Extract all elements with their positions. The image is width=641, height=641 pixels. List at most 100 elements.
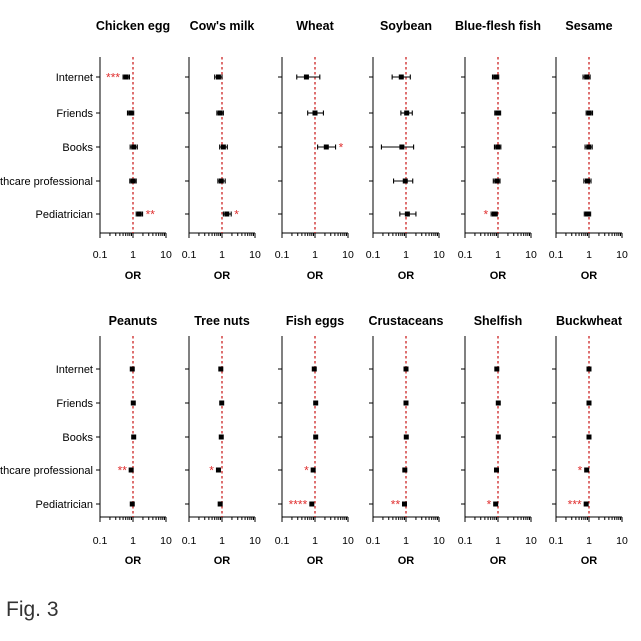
panel-peanuts-healthcare-professional-point — [128, 467, 134, 473]
panel-sesame-x-tick-label: 10 — [616, 249, 628, 261]
panel-fish-eggs-x-tick-label: 0.1 — [275, 535, 290, 547]
panel-buckwheat-x-tick-label: 1 — [586, 535, 592, 547]
category-label-healthcare-professional: Healthcare professional — [0, 176, 93, 188]
panel-shelfish-x-tick-label: 1 — [495, 535, 501, 547]
panel-shelfish-x-tick-label: 0.1 — [458, 535, 473, 547]
panel-soybean-healthcare-professional-point — [402, 178, 408, 184]
panel-sesame-x-tick-label: 1 — [586, 249, 592, 261]
panel-peanuts-friends-point — [130, 400, 136, 406]
panel-crustaceans-healthcare-professional-point — [402, 467, 408, 473]
panel-wheat-x-tick-label: 0.1 — [275, 249, 290, 261]
forest-plot-figure: Chicken egg 0.1 1 10 OR Internet Friends Books H… — [0, 19, 628, 567]
panel-tree-nuts-books-point — [218, 434, 224, 440]
panel-crustaceans-x-tick-label: 1 — [403, 535, 409, 547]
panel-tree-nuts-healthcare-professional-significance: * — [209, 464, 214, 478]
panel-crustaceans-books-point — [403, 434, 409, 440]
panel-chicken-egg-internet-significance: *** — [106, 71, 120, 85]
panel-buckwheat-x-tick-label: 10 — [616, 535, 628, 547]
panel-shelfish-friends-point — [495, 400, 501, 406]
panel-soybean-x-axis-label: OR — [398, 270, 415, 282]
panel-soybean-title: Soybean — [380, 19, 432, 33]
panel-wheat-x-axis-label: OR — [307, 270, 324, 282]
category-label-healthcare-professional: Healthcare professional — [0, 465, 93, 477]
panel-buckwheat-x-tick-label: 0.1 — [549, 535, 564, 547]
panel-cow-s-milk-x-tick-label: 10 — [249, 249, 261, 261]
panel-sesame-x-tick-label: 0.1 — [549, 249, 564, 261]
panel-chicken-egg-friends-point — [128, 110, 134, 116]
panel-blue-flesh-fish-x-tick-label: 0.1 — [458, 249, 473, 261]
panel-cow-s-milk-books-point — [220, 144, 226, 150]
panel-crustaceans-internet-point — [403, 366, 409, 372]
panel-blue-flesh-fish-pediatrician-significance: * — [483, 208, 488, 222]
panel-peanuts-x-tick-label: 10 — [160, 535, 172, 547]
panel-soybean-friends-point — [404, 110, 410, 116]
panel-soybean-x-tick-label: 1 — [403, 249, 409, 261]
panel-tree-nuts-x-tick-label: 0.1 — [182, 535, 197, 547]
panel-buckwheat-healthcare-professional-point — [584, 467, 590, 473]
panel-sesame-title: Sesame — [565, 19, 612, 33]
panel-chicken-egg-pediatrician-point — [136, 211, 142, 217]
panel-chicken-egg-x-axis-label: OR — [125, 270, 142, 282]
panel-cow-s-milk-internet-point — [215, 74, 221, 80]
panel-crustaceans-x-tick-label: 0.1 — [366, 535, 381, 547]
panel-tree-nuts-title: Tree nuts — [194, 314, 250, 328]
panel-wheat-internet-point — [303, 74, 309, 80]
category-label-pediatrician: Pediatrician — [36, 209, 93, 221]
panel-shelfish-healthcare-professional-point — [493, 467, 499, 473]
panel-buckwheat-x-axis-label: OR — [581, 555, 598, 567]
panel-blue-flesh-fish-pediatrician-point — [491, 211, 497, 217]
panel-soybean-pediatrician-point — [404, 211, 410, 217]
panel-peanuts-title: Peanuts — [109, 314, 158, 328]
panel-soybean-x-tick-label: 10 — [433, 249, 445, 261]
panel-chicken-egg-books-point — [131, 144, 137, 150]
panel-crustaceans-friends-point — [403, 400, 409, 406]
panel-peanuts-x-tick-label: 0.1 — [93, 535, 108, 547]
category-label-friends: Friends — [56, 108, 93, 120]
panel-crustaceans-pediatrician-point — [401, 501, 407, 507]
panel-fish-eggs-pediatrician-point — [309, 501, 315, 507]
panel-buckwheat-healthcare-professional-significance: * — [578, 464, 583, 478]
panel-sesame-healthcare-professional-point — [584, 178, 590, 184]
panel-sesame-books-point — [586, 144, 592, 150]
panel-sesame-pediatrician-point — [584, 211, 590, 217]
panel-buckwheat-title: Buckwheat — [556, 314, 623, 328]
panel-tree-nuts-x-tick-label: 1 — [219, 535, 225, 547]
panel-chicken-egg-healthcare-professional-point — [130, 178, 136, 184]
panel-fish-eggs-pediatrician-significance: **** — [289, 498, 308, 512]
panel-shelfish-books-point — [495, 434, 501, 440]
panel-blue-flesh-fish-friends-point — [495, 110, 501, 116]
panel-fish-eggs-healthcare-professional-point — [310, 467, 316, 473]
panel-chicken-egg-title: Chicken egg — [96, 19, 170, 33]
panel-peanuts-books-point — [131, 434, 137, 440]
panel-wheat-title: Wheat — [296, 19, 334, 33]
panel-cow-s-milk-x-tick-label: 1 — [219, 249, 225, 261]
panel-chicken-egg-pediatrician-significance: ** — [146, 208, 156, 222]
panel-wheat-books-significance: * — [339, 141, 344, 155]
panel-blue-flesh-fish-x-axis-label: OR — [490, 270, 507, 282]
panel-peanuts-healthcare-professional-significance: ** — [118, 464, 128, 478]
panel-blue-flesh-fish-books-point — [495, 144, 501, 150]
panel-cow-s-milk-title: Cow's milk — [190, 19, 255, 33]
panel-blue-flesh-fish-x-tick-label: 10 — [525, 249, 537, 261]
panel-wheat-friends-point — [312, 110, 318, 116]
panel-shelfish-x-tick-label: 10 — [525, 535, 537, 547]
panel-shelfish-internet-point — [494, 366, 500, 372]
panel-cow-s-milk-pediatrician-point — [224, 211, 230, 217]
panel-soybean-books-point — [399, 144, 405, 150]
category-label-pediatrician: Pediatrician — [36, 499, 93, 511]
panel-sesame-x-axis-label: OR — [581, 270, 598, 282]
panel-fish-eggs-internet-point — [311, 366, 317, 372]
panel-cow-s-milk-x-axis-label: OR — [214, 270, 231, 282]
panel-sesame-internet-point — [584, 74, 590, 80]
panel-fish-eggs-x-tick-label: 1 — [312, 535, 318, 547]
panel-buckwheat-pediatrician-point — [583, 501, 589, 507]
panel-tree-nuts-internet-point — [218, 366, 224, 372]
panel-fish-eggs-books-point — [313, 434, 319, 440]
panel-chicken-egg-x-tick-label: 10 — [160, 249, 172, 261]
category-label-friends: Friends — [56, 398, 93, 410]
panel-buckwheat-pediatrician-significance: *** — [568, 498, 582, 512]
panel-shelfish-x-axis-label: OR — [490, 555, 507, 567]
panel-shelfish-title: Shelfish — [474, 314, 523, 328]
panel-wheat-x-tick-label: 1 — [312, 249, 318, 261]
panel-fish-eggs-x-axis-label: OR — [307, 555, 324, 567]
